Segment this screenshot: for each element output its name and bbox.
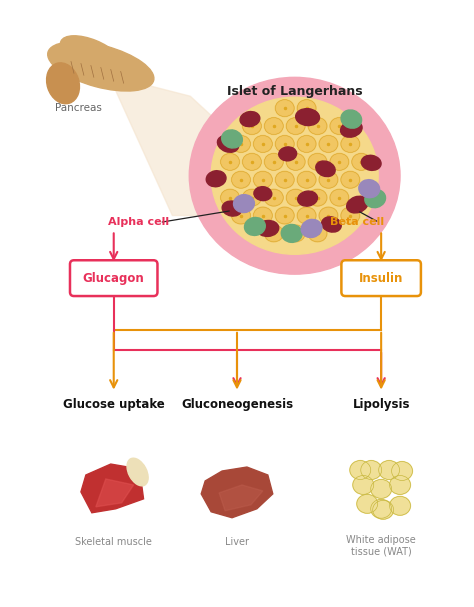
Ellipse shape: [231, 207, 250, 224]
Ellipse shape: [231, 135, 250, 152]
Ellipse shape: [298, 191, 318, 206]
Ellipse shape: [308, 225, 327, 242]
Ellipse shape: [275, 207, 294, 224]
Polygon shape: [96, 479, 134, 507]
Ellipse shape: [330, 189, 349, 206]
Ellipse shape: [346, 196, 368, 213]
Ellipse shape: [308, 154, 327, 171]
Text: Gluconeogenesis: Gluconeogenesis: [181, 398, 293, 411]
Ellipse shape: [319, 207, 338, 224]
Text: Liver: Liver: [225, 537, 249, 546]
Polygon shape: [219, 485, 263, 510]
Ellipse shape: [211, 97, 378, 254]
Ellipse shape: [341, 207, 360, 224]
Ellipse shape: [245, 217, 265, 236]
Ellipse shape: [254, 171, 272, 188]
Ellipse shape: [330, 118, 349, 135]
Ellipse shape: [340, 121, 362, 137]
Ellipse shape: [48, 42, 154, 91]
Text: White adipose
tissue (WAT): White adipose tissue (WAT): [346, 535, 416, 557]
Ellipse shape: [371, 480, 392, 498]
FancyBboxPatch shape: [70, 260, 157, 296]
Ellipse shape: [127, 458, 148, 486]
Ellipse shape: [359, 180, 380, 198]
Ellipse shape: [297, 135, 316, 152]
Ellipse shape: [357, 494, 378, 514]
Ellipse shape: [264, 225, 283, 242]
Ellipse shape: [301, 219, 322, 237]
Ellipse shape: [254, 187, 272, 201]
Ellipse shape: [264, 154, 283, 171]
Ellipse shape: [308, 189, 327, 206]
Ellipse shape: [286, 154, 305, 171]
Ellipse shape: [341, 110, 362, 128]
Text: Islet of Langerhans: Islet of Langerhans: [227, 85, 363, 98]
Ellipse shape: [365, 189, 385, 208]
Ellipse shape: [353, 475, 374, 494]
Text: Skeletal muscle: Skeletal muscle: [75, 537, 152, 546]
Ellipse shape: [379, 461, 400, 480]
Polygon shape: [81, 464, 144, 513]
Ellipse shape: [46, 63, 80, 104]
Ellipse shape: [275, 171, 294, 188]
Ellipse shape: [352, 154, 371, 171]
Ellipse shape: [297, 171, 316, 188]
Ellipse shape: [297, 100, 316, 117]
Ellipse shape: [264, 189, 283, 206]
Ellipse shape: [234, 195, 255, 212]
Polygon shape: [201, 467, 273, 518]
Ellipse shape: [390, 475, 410, 494]
Ellipse shape: [275, 100, 294, 117]
Ellipse shape: [373, 500, 393, 519]
Ellipse shape: [371, 500, 392, 518]
Text: Alpha cell: Alpha cell: [108, 217, 169, 228]
Text: Pancreas: Pancreas: [55, 103, 102, 113]
Ellipse shape: [231, 171, 250, 188]
Ellipse shape: [308, 118, 327, 135]
Ellipse shape: [316, 161, 335, 177]
Text: Insulin: Insulin: [359, 272, 403, 285]
Ellipse shape: [243, 118, 261, 135]
FancyBboxPatch shape: [341, 260, 421, 296]
Ellipse shape: [61, 36, 121, 71]
Ellipse shape: [243, 154, 261, 171]
Ellipse shape: [257, 220, 279, 236]
Ellipse shape: [279, 147, 297, 161]
Ellipse shape: [220, 189, 239, 206]
Ellipse shape: [222, 130, 242, 148]
Ellipse shape: [319, 135, 338, 152]
Text: Beta cell: Beta cell: [330, 217, 384, 228]
Polygon shape: [109, 75, 319, 215]
Ellipse shape: [206, 171, 226, 187]
Ellipse shape: [286, 118, 305, 135]
Ellipse shape: [275, 135, 294, 152]
Ellipse shape: [281, 225, 302, 242]
Ellipse shape: [254, 207, 272, 224]
Ellipse shape: [319, 171, 338, 188]
Ellipse shape: [222, 201, 242, 216]
Ellipse shape: [390, 497, 410, 515]
Ellipse shape: [286, 189, 305, 206]
Ellipse shape: [189, 77, 400, 274]
Ellipse shape: [361, 461, 382, 480]
Ellipse shape: [243, 189, 261, 206]
Ellipse shape: [361, 155, 381, 171]
Ellipse shape: [286, 225, 305, 242]
Ellipse shape: [341, 135, 360, 152]
Ellipse shape: [392, 461, 412, 481]
Ellipse shape: [254, 135, 272, 152]
Ellipse shape: [322, 217, 341, 232]
Ellipse shape: [220, 154, 239, 171]
Ellipse shape: [296, 109, 319, 126]
Ellipse shape: [341, 171, 360, 188]
Ellipse shape: [240, 112, 260, 127]
Ellipse shape: [350, 461, 371, 480]
Text: Lipolysis: Lipolysis: [352, 398, 410, 411]
Ellipse shape: [264, 118, 283, 135]
Ellipse shape: [330, 154, 349, 171]
Text: Glucagon: Glucagon: [83, 272, 145, 285]
Ellipse shape: [218, 135, 239, 152]
Text: Glucose uptake: Glucose uptake: [63, 398, 164, 411]
Ellipse shape: [297, 207, 316, 224]
